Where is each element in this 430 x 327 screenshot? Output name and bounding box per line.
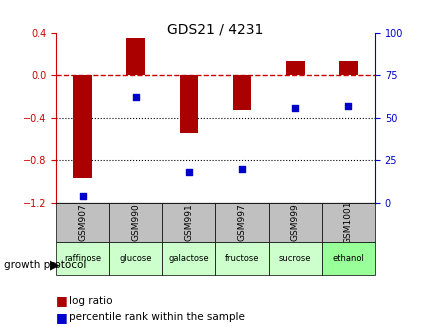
Text: GSM991: GSM991 bbox=[184, 203, 193, 241]
Text: growth protocol: growth protocol bbox=[4, 260, 86, 270]
Text: fructose: fructose bbox=[224, 254, 259, 263]
Text: galactose: galactose bbox=[168, 254, 209, 263]
FancyBboxPatch shape bbox=[162, 203, 215, 242]
Text: GSM1001: GSM1001 bbox=[343, 200, 352, 244]
FancyBboxPatch shape bbox=[268, 203, 321, 242]
FancyBboxPatch shape bbox=[215, 242, 268, 275]
FancyBboxPatch shape bbox=[321, 242, 374, 275]
Bar bbox=[232, 75, 251, 110]
Text: ethanol: ethanol bbox=[332, 254, 363, 263]
Point bbox=[238, 166, 245, 171]
Text: sucrose: sucrose bbox=[278, 254, 311, 263]
FancyBboxPatch shape bbox=[268, 242, 321, 275]
Text: GSM990: GSM990 bbox=[131, 203, 140, 241]
Point bbox=[79, 193, 86, 198]
FancyBboxPatch shape bbox=[109, 242, 162, 275]
FancyBboxPatch shape bbox=[56, 203, 109, 242]
Text: ■: ■ bbox=[56, 311, 68, 324]
Bar bbox=[73, 75, 92, 178]
FancyBboxPatch shape bbox=[56, 242, 109, 275]
FancyBboxPatch shape bbox=[215, 203, 268, 242]
Point bbox=[185, 169, 192, 175]
FancyBboxPatch shape bbox=[321, 203, 374, 242]
Bar bbox=[179, 75, 198, 133]
Text: GSM997: GSM997 bbox=[237, 203, 246, 241]
Point bbox=[132, 95, 139, 100]
Bar bbox=[126, 38, 145, 75]
Text: GSM907: GSM907 bbox=[78, 203, 87, 241]
Point bbox=[344, 103, 351, 109]
Text: GSM999: GSM999 bbox=[290, 203, 299, 241]
Bar bbox=[338, 61, 357, 75]
Text: log ratio: log ratio bbox=[69, 296, 112, 306]
Bar bbox=[285, 61, 304, 75]
Text: ■: ■ bbox=[56, 294, 68, 307]
FancyBboxPatch shape bbox=[109, 203, 162, 242]
Text: GDS21 / 4231: GDS21 / 4231 bbox=[167, 23, 263, 37]
Text: percentile rank within the sample: percentile rank within the sample bbox=[69, 312, 244, 322]
Text: ▶: ▶ bbox=[49, 258, 59, 271]
Point bbox=[291, 105, 298, 110]
FancyBboxPatch shape bbox=[162, 242, 215, 275]
Text: glucose: glucose bbox=[119, 254, 152, 263]
Text: raffinose: raffinose bbox=[64, 254, 101, 263]
